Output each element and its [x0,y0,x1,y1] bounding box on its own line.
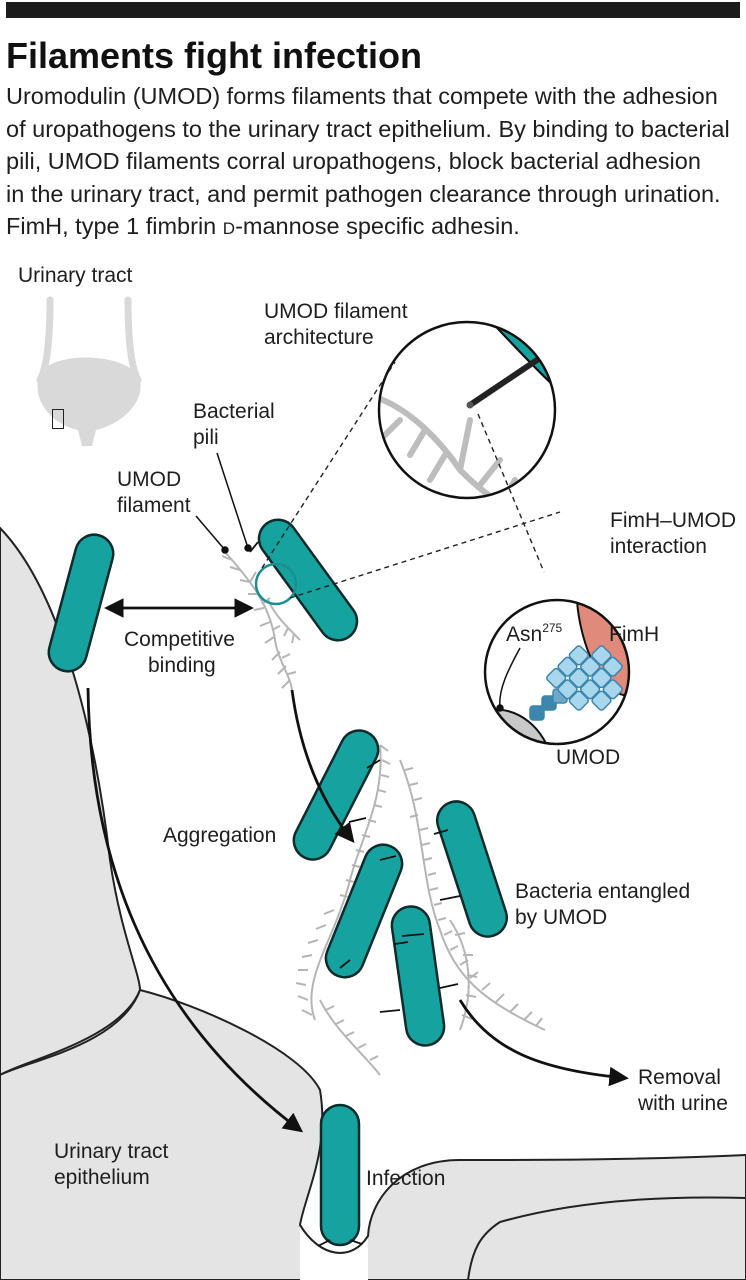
label-asn-sup: 275 [542,621,562,635]
label-competitive-1: Competitive [124,628,235,651]
label-asn-text: Asn [506,623,542,646]
bacterium-competitive [43,529,119,677]
bacterium-aggregate [286,722,386,868]
intro-line: in the urinary tract, and permit pathoge… [6,180,721,207]
bacterium-infection [319,1103,361,1247]
zoom-target-ring [254,562,298,606]
bacterium-bound [250,510,366,650]
label-umod: UMOD [556,746,620,769]
intro-line: of uropathogens to the urinary tract epi… [6,115,730,142]
removal-arrow [458,999,629,1087]
flow-arrows [86,598,629,1133]
intro-last-smallcap: D [222,219,236,239]
zoom-bottom-circle [483,598,631,746]
label-removal-1: Removal [638,1066,721,1089]
label-removal-2: with urine [637,1092,728,1115]
label-aggregation: Aggregation [163,824,276,847]
top-rule [6,2,740,18]
label-umod-architecture-2: architecture [264,326,374,349]
intro-line: pili, UMOD filaments corral uropathogens… [6,148,701,175]
label-entangled-2: by UMOD [515,906,607,929]
label-umod-filament-2: filament [117,494,191,517]
label-bacterial-pili-1: Bacterial [193,400,275,423]
label-umod-architecture-1: UMOD filament [264,300,408,323]
intro-line: Uromodulin (UMOD) forms filaments that c… [6,83,718,109]
label-entangled-1: Bacteria entangled [515,880,690,903]
label-infection: Infection [366,1167,445,1190]
label-epithelium-2: epithelium [54,1166,150,1189]
bacterium-entangled [431,795,513,943]
label-epithelium-1: Urinary tract [54,1140,169,1163]
label-bacterial-pili-2: pili [193,426,219,449]
intro-line-last: FimH, type 1 fimbrin D-mannose specific … [6,210,740,246]
label-competitive-2: binding [148,654,216,677]
figure-title: Filaments fight infection [6,35,423,76]
intro-last-post: -mannose specific adhesin. [235,213,520,240]
intro-last-pre: FimH, type 1 fimbrin [6,213,223,240]
zoom-leader-lines [261,361,561,599]
missing-glyph-icon [52,409,64,429]
figure-intro: Uromodulin (UMOD) forms filaments that c… [6,80,740,246]
infection-arrow [86,687,304,1133]
label-fimh: FimH [609,623,659,646]
label-umod-filament-1: UMOD [117,468,181,491]
aggregation-arrow [290,689,355,844]
label-fimh-umod-2: interaction [610,535,707,558]
label-asn: Asn275 [506,621,563,646]
label-fimh-umod-1: FimH–UMOD [610,509,736,532]
label-urinary-tract: Urinary tract [18,264,133,287]
umod-filament-aggregate [295,744,546,1076]
epithelium-tissue [0,526,746,1280]
pili-connections [249,541,461,1247]
label-leaders [195,452,521,712]
zoom-top-circle [377,320,557,500]
